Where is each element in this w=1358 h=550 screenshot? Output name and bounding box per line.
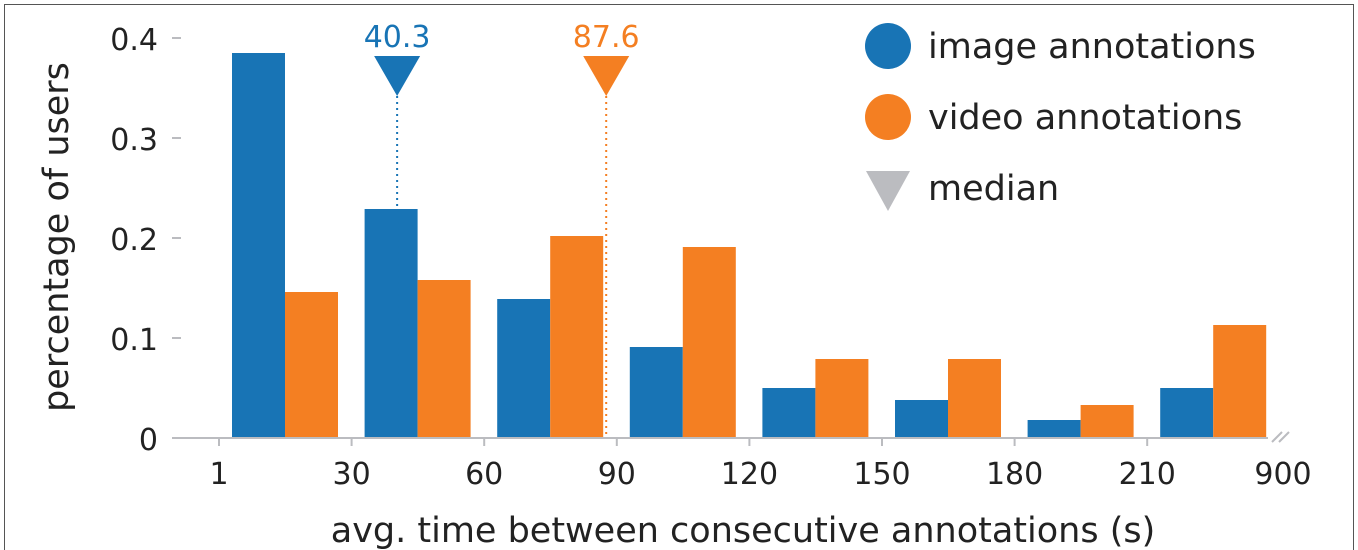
bar-image-4 (762, 388, 816, 438)
x-tick-label: 900 (1254, 457, 1311, 492)
axis-break-mark (1278, 431, 1290, 443)
median-marker-1 (583, 56, 630, 96)
y-tick-label: 0.4 (110, 23, 158, 58)
x-tick-label: 90 (598, 457, 636, 492)
x-axis-label: avg. time between consecutive annotation… (331, 511, 1156, 550)
bar-video-2 (550, 236, 604, 438)
bar-video-3 (682, 247, 736, 438)
bar-image-1 (364, 209, 418, 438)
legend-label-0: image annotations (928, 27, 1256, 67)
bar-video-1 (417, 280, 471, 438)
x-tick-label: 180 (986, 457, 1043, 492)
y-tick-label: 0.2 (110, 223, 158, 258)
bar-image-7 (1160, 388, 1214, 438)
axes-group: 0 0.1 0.2 0.3 0.4 1 30 60 90 120 150 180 210 900 (110, 23, 1311, 492)
bar-video-6 (1080, 405, 1134, 438)
median-label-0: 40.3 (364, 20, 431, 55)
bars-group (232, 53, 1267, 438)
bar-video-7 (1213, 325, 1267, 438)
y-tick-label: 0.1 (110, 323, 158, 358)
legend-marker-2 (866, 171, 910, 211)
bar-video-4 (815, 359, 869, 438)
median-label-1: 87.6 (573, 20, 640, 55)
x-tick-label: 150 (853, 457, 910, 492)
y-tick-label: 0.3 (110, 123, 158, 158)
x-tick-label: 30 (333, 457, 371, 492)
figure-frame (4, 4, 1354, 550)
bar-image-2 (497, 299, 551, 438)
y-axis-label: percentage of users (37, 62, 77, 412)
axis-break-mark (1271, 431, 1283, 443)
legend: image annotations video annotations median (865, 23, 1256, 211)
x-tick-label: 120 (721, 457, 778, 492)
bar-image-5 (895, 400, 948, 438)
bar-image-6 (1027, 420, 1081, 438)
y-tick-label: 0 (139, 423, 158, 458)
legend-label-1: video annotations (928, 98, 1242, 138)
bar-image-3 (629, 347, 683, 438)
median-marker-0 (374, 56, 421, 96)
bar-image-0 (232, 53, 285, 438)
legend-label-2: median (928, 169, 1059, 209)
bar-video-0 (285, 292, 338, 438)
legend-marker-0 (865, 23, 911, 69)
x-tick-label: 60 (465, 457, 503, 492)
bar-video-5 (948, 359, 1001, 438)
x-tick-label: 1 (209, 457, 228, 492)
median-markers: 40.3 87.6 (364, 20, 640, 438)
x-tick-label: 210 (1119, 457, 1176, 492)
legend-marker-1 (865, 94, 911, 140)
